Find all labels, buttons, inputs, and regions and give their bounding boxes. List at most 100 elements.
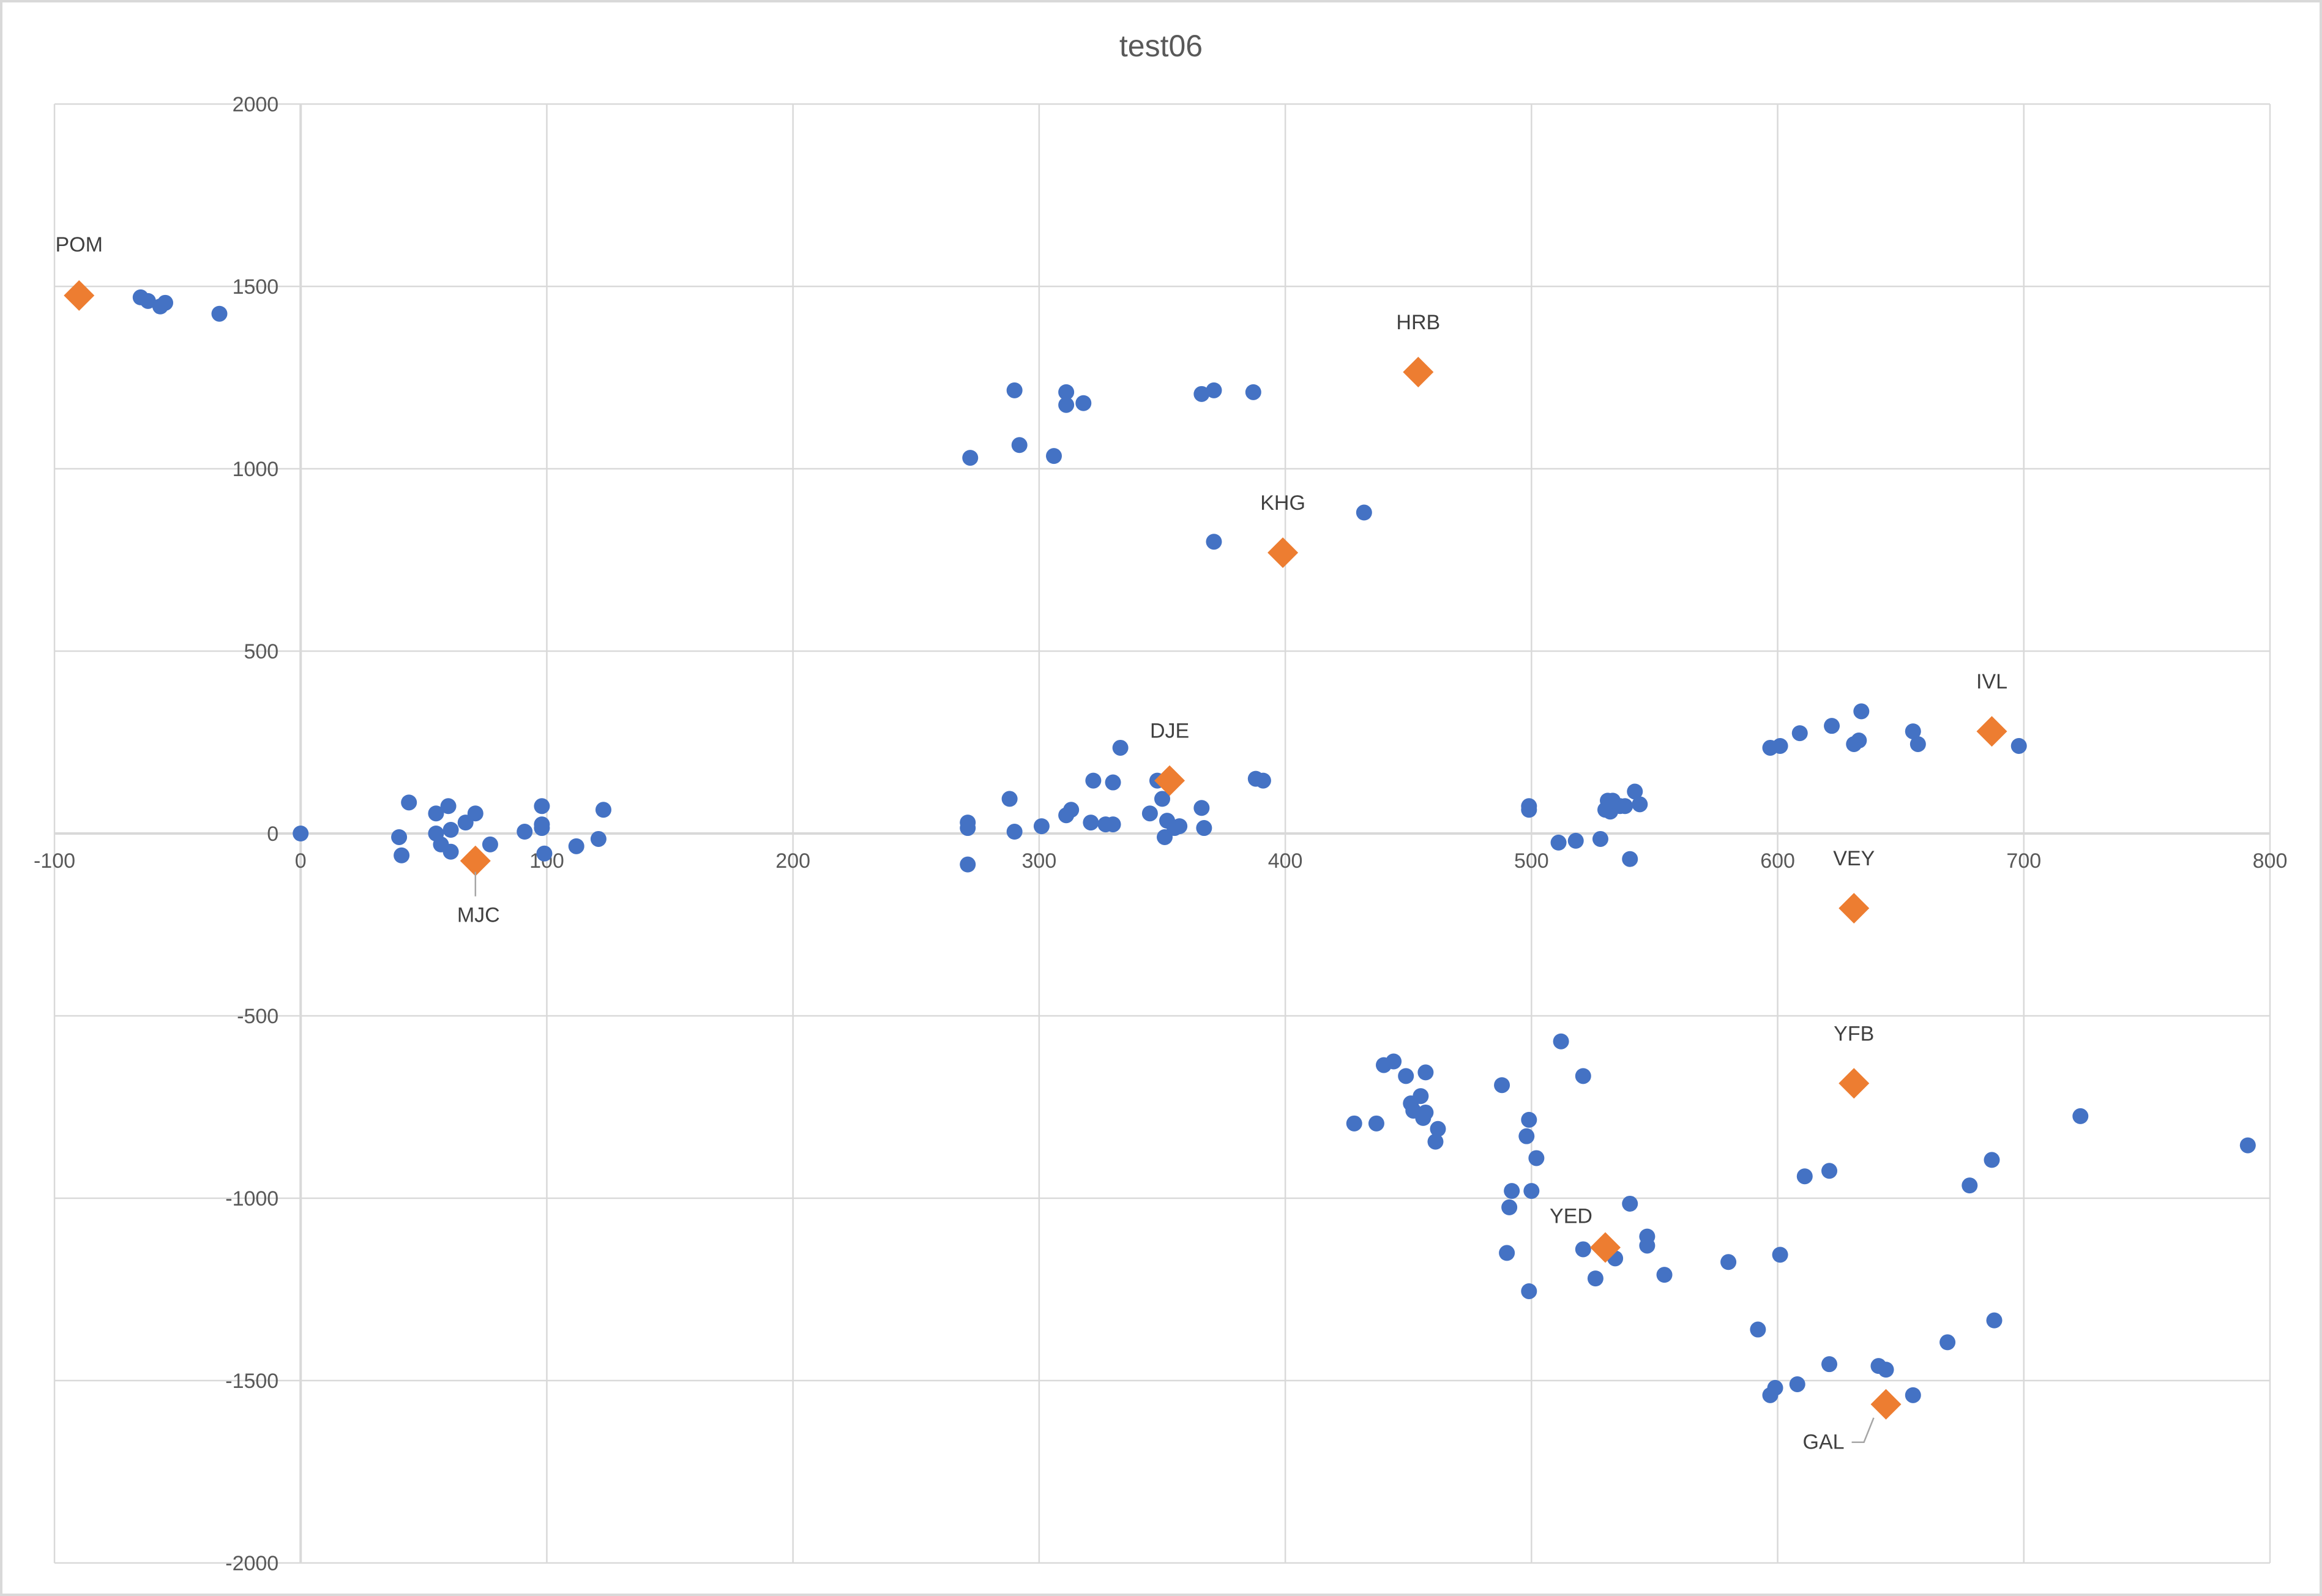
series-1-point bbox=[1417, 1104, 1434, 1121]
series-1-point bbox=[962, 450, 979, 466]
series-1-point bbox=[1085, 772, 1102, 789]
series-1-point bbox=[1592, 830, 1608, 847]
series-1-point bbox=[1063, 802, 1080, 818]
series-1-point bbox=[1853, 703, 1870, 720]
series-1-point bbox=[568, 838, 584, 854]
series-2-marker bbox=[1154, 765, 1185, 796]
series-1-point bbox=[1075, 395, 1092, 411]
series-1-point bbox=[1575, 1241, 1591, 1258]
series-1-point bbox=[1750, 1321, 1766, 1338]
series-1-point bbox=[1501, 1199, 1518, 1215]
x-tick-label: 0 bbox=[295, 849, 307, 873]
series-1-point bbox=[1255, 772, 1271, 789]
data-labels: POM MJC DJE HRB KHG IVL VEY YFB YED GAL bbox=[55, 233, 2007, 1454]
series-1-point bbox=[1767, 1379, 1783, 1396]
series-1-point bbox=[1851, 733, 1867, 749]
data-label: POM bbox=[55, 233, 102, 256]
series-1-point bbox=[1521, 1283, 1537, 1299]
series-1-point bbox=[1206, 534, 1222, 550]
y-tick-label: 2000 bbox=[233, 93, 279, 116]
series-1-point bbox=[1011, 437, 1028, 453]
series-1-point bbox=[2072, 1108, 2089, 1124]
series-2-points bbox=[64, 280, 2007, 1420]
series-1-point bbox=[534, 798, 550, 815]
series-1-point bbox=[536, 845, 553, 862]
series-1-point bbox=[1356, 504, 1372, 521]
series-1-point bbox=[960, 856, 976, 873]
series-1-point bbox=[517, 824, 533, 840]
series-1-point bbox=[1006, 824, 1023, 840]
series-1-point bbox=[1206, 382, 1222, 398]
leader-line bbox=[1851, 1417, 1875, 1443]
x-tick-label: 600 bbox=[1760, 849, 1795, 873]
series-1-point bbox=[293, 826, 309, 841]
series-1-point bbox=[1824, 718, 1840, 734]
y-tick-label: -2000 bbox=[225, 1552, 278, 1575]
chart-title: test06 bbox=[1119, 29, 1203, 63]
series-1-point bbox=[1430, 1121, 1446, 1137]
series-1-point bbox=[1504, 1183, 1520, 1199]
series-1-point bbox=[1193, 386, 1210, 402]
x-tick-label: -100 bbox=[34, 849, 75, 873]
series-1-point bbox=[1587, 1270, 1603, 1287]
series-1-point bbox=[1518, 1128, 1535, 1144]
x-tick-label: 800 bbox=[2253, 849, 2288, 873]
series-1-point bbox=[1413, 1088, 1429, 1105]
series-2-marker bbox=[1590, 1232, 1621, 1263]
series-1-point bbox=[1112, 739, 1129, 756]
series-1-point bbox=[467, 805, 483, 822]
series-1-point bbox=[1791, 725, 1808, 742]
y-tick-label: -1500 bbox=[225, 1370, 278, 1393]
series-1-point bbox=[1632, 796, 1648, 813]
series-1-point bbox=[1386, 1053, 1402, 1070]
data-label: YFB bbox=[1834, 1022, 1874, 1045]
series-1-point bbox=[1368, 1115, 1384, 1132]
series-1-point bbox=[1521, 802, 1537, 818]
gridlines bbox=[53, 103, 2271, 1564]
series-1-point bbox=[1417, 1064, 1434, 1081]
series-1-point bbox=[1575, 1068, 1591, 1084]
series-1-point bbox=[1154, 791, 1170, 807]
series-1-point bbox=[1772, 1247, 1788, 1263]
data-label: GAL bbox=[1803, 1431, 1845, 1454]
series-1-point bbox=[1986, 1312, 2003, 1329]
data-label: KHG bbox=[1260, 491, 1305, 515]
series-1-point bbox=[1905, 723, 1921, 740]
series-1-point bbox=[2010, 737, 2027, 754]
series-1-point bbox=[1939, 1334, 1956, 1351]
series-2-marker bbox=[460, 845, 491, 876]
series-2-marker bbox=[1870, 1389, 1902, 1420]
series-1-point bbox=[1789, 1376, 1805, 1392]
data-label: DJE bbox=[1150, 720, 1189, 743]
series-1-point bbox=[1905, 1387, 1921, 1403]
series-1-point bbox=[534, 820, 550, 837]
y-tick-label: 1000 bbox=[233, 458, 279, 481]
series-1-point bbox=[1627, 783, 1643, 800]
series-1-point bbox=[1553, 1033, 1569, 1050]
series-1-point bbox=[1567, 832, 1584, 849]
series-2-marker bbox=[1403, 357, 1434, 388]
series-2-marker bbox=[1267, 537, 1299, 569]
series-1-point bbox=[140, 293, 156, 309]
data-label: VEY bbox=[1833, 847, 1875, 870]
series-1-point bbox=[428, 805, 444, 822]
y-tick-label: -1000 bbox=[225, 1187, 278, 1210]
series-1-point bbox=[1193, 800, 1210, 816]
series-1-point bbox=[1196, 820, 1212, 837]
series-2-marker bbox=[1839, 893, 1870, 924]
series-1-point bbox=[1720, 1254, 1737, 1270]
series-1-point bbox=[1821, 1163, 1838, 1179]
x-tick-label: 300 bbox=[1022, 849, 1057, 873]
x-tick-label: 400 bbox=[1268, 849, 1303, 873]
data-label: IVL bbox=[1976, 670, 2007, 693]
series-1-point bbox=[1550, 834, 1567, 851]
series-1-point bbox=[1909, 736, 1926, 752]
series-1-point bbox=[1617, 798, 1633, 815]
data-label: HRB bbox=[1396, 311, 1440, 334]
series-1-point bbox=[1058, 384, 1075, 400]
series-1-point bbox=[1962, 1177, 1978, 1194]
y-tick-label: 1500 bbox=[233, 275, 279, 299]
series-1-point bbox=[401, 794, 417, 811]
